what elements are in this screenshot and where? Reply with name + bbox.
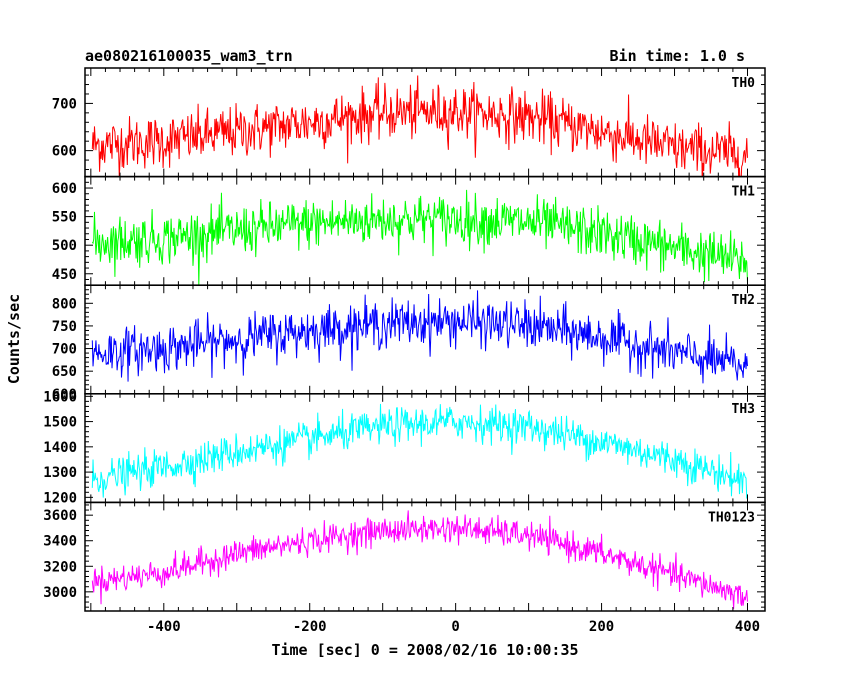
y-tick-label: 750 [52,319,77,335]
x-tick-label: -200 [293,619,327,635]
panel-th1: 450 500 550 600 TH1 [52,175,766,286]
y-tick-label: 600 [52,181,77,197]
series-line-th3 [91,403,748,499]
y-tick-label: 3000 [43,585,77,601]
panel-th3: 1200 1300 1400 1500 1600 TH3 [43,389,766,506]
x-tick-label: 200 [589,619,614,635]
series-line-th0 [91,75,748,177]
series-line-th0123 [91,510,748,610]
y-tick-label: 3200 [43,559,77,575]
series-line-th1 [91,189,748,286]
panel-th0123: 3000 3200 3400 3600 TH0123 [43,501,766,612]
y-tick-label: 600 [52,144,77,160]
y-tick-label: 800 [52,296,77,312]
y-tick-label: 550 [52,210,77,226]
y-axis-label: Counts/sec [5,294,23,384]
x-axis: -400 -200 0 200 400 [147,619,760,635]
panel-th0: 600 700 TH0 [52,67,766,178]
y-tick-label: 500 [52,238,77,254]
y-tick-label: 700 [52,342,77,358]
x-axis-label: Time [sec] 0 = 2008/02/16 10:00:35 [271,641,578,659]
panel-label: TH3 [732,402,755,417]
y-tick-label: 1200 [43,490,77,506]
bin-time-label: Bin time: 1.0 s [610,47,745,65]
panels-group: 600 700 TH0 450 500 550 600 TH1 600 650 700 750 800 T… [43,67,766,612]
x-tick-label: 400 [735,619,760,635]
panel-label: TH2 [732,293,755,308]
panel-label: TH0123 [708,510,755,525]
panel-frame [84,284,766,395]
panel-label: TH0 [732,76,756,91]
panel-label: TH1 [732,185,756,200]
panel-frame [84,501,766,612]
y-tick-label: 450 [52,267,77,283]
y-tick-label: 3600 [43,508,77,524]
y-tick-label: 1600 [43,389,77,405]
panel-th2: 600 650 700 750 800 TH2 [52,284,766,403]
x-tick-label: 0 [451,619,459,635]
panel-frame [84,393,766,504]
x-tick-label: -400 [147,619,181,635]
chart-title: ae080216100035_wam3_trn [85,47,293,65]
y-tick-label: 1500 [43,415,77,431]
y-tick-label: 1300 [43,465,77,481]
y-tick-label: 600 [52,387,77,403]
series-line-th2 [91,290,748,384]
y-tick-label: 650 [52,364,77,380]
y-tick-label: 700 [52,96,77,112]
panel-frame [84,67,766,178]
y-tick-label: 3400 [43,534,77,550]
y-tick-label: 1400 [43,440,77,456]
